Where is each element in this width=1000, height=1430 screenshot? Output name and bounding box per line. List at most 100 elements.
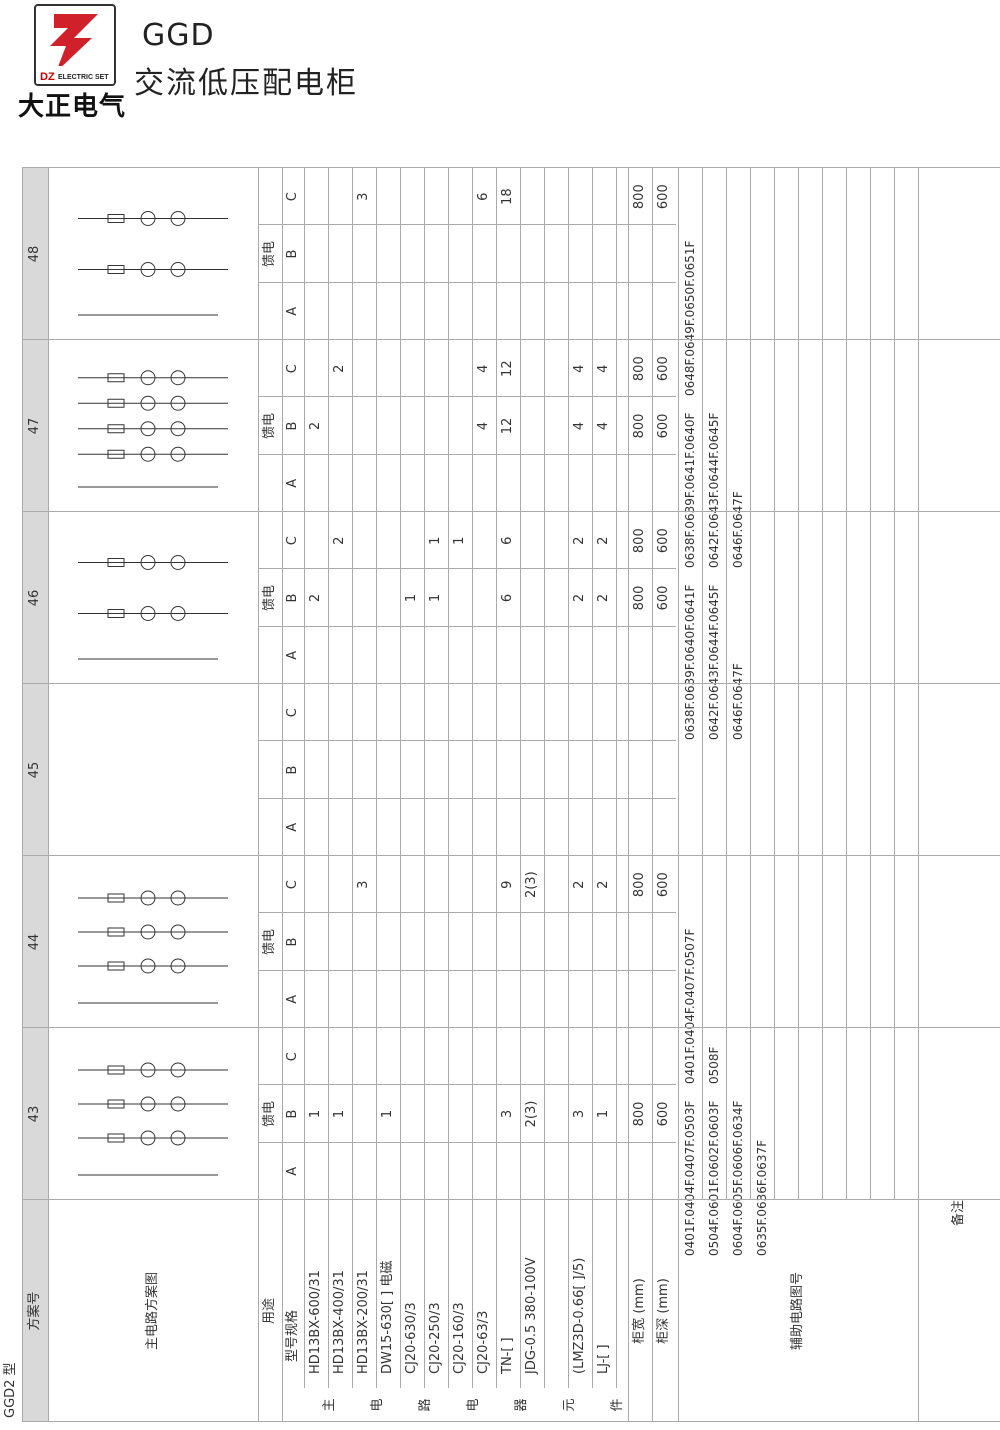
model-title: GGD	[142, 18, 215, 53]
component-count	[352, 512, 376, 569]
cabinet-depth	[652, 913, 676, 970]
grid-line	[702, 168, 703, 1200]
grid-line	[376, 168, 377, 1388]
component-count	[448, 569, 472, 626]
grid-line	[544, 168, 545, 1388]
cabinet-depth	[652, 627, 676, 684]
component-count	[328, 741, 352, 798]
component-count: 2	[572, 880, 587, 889]
component-count: 2	[572, 536, 587, 545]
component-count	[328, 225, 352, 282]
grid-line	[258, 1141, 676, 1143]
component-count	[544, 1028, 568, 1085]
sub-column-label: C	[285, 364, 300, 374]
component-count: 2	[596, 880, 611, 889]
component-count	[376, 225, 400, 282]
component-count	[352, 1085, 376, 1142]
component-count	[328, 684, 352, 741]
component-count	[448, 627, 472, 684]
cabinet-width	[628, 1143, 652, 1200]
grid-line	[22, 168, 23, 1422]
component-count: 1	[452, 536, 467, 545]
component-count: 3	[356, 192, 371, 201]
component-count	[496, 799, 520, 856]
cabinet-width: 800	[632, 356, 647, 382]
sub-column-label: A	[285, 306, 300, 316]
component-count	[304, 799, 328, 856]
component-count	[400, 856, 424, 913]
main-element-char: 路	[418, 1398, 433, 1412]
circuit-diagram-icon	[78, 370, 228, 488]
aux-circuit-code: 0508F	[707, 1046, 721, 1084]
component-count	[496, 627, 520, 684]
grid-line	[726, 168, 727, 1200]
grid-line	[22, 1421, 1000, 1422]
component-count	[544, 971, 568, 1028]
component-spec: HD13BX-600/31	[308, 1270, 323, 1374]
component-count: 3	[356, 880, 371, 889]
component-count	[544, 397, 568, 454]
component-count	[352, 684, 376, 741]
grid-line	[22, 167, 1000, 168]
component-count	[472, 225, 496, 282]
component-count	[376, 168, 400, 225]
component-count	[568, 283, 592, 340]
svg-text:ELECTRIC SET: ELECTRIC SET	[58, 74, 109, 81]
scheme-usage	[258, 684, 282, 856]
component-count	[424, 1028, 448, 1085]
component-count	[544, 913, 568, 970]
sub-column-label: C	[285, 1052, 300, 1062]
component-count	[472, 1028, 496, 1085]
grid-line	[22, 511, 1000, 512]
grid-line	[258, 912, 676, 914]
component-count	[424, 741, 448, 798]
component-count	[472, 1143, 496, 1200]
component-count: 4	[596, 421, 611, 431]
component-count	[592, 799, 616, 856]
grid-line	[894, 168, 895, 1200]
cabinet-depth	[652, 1143, 676, 1200]
component-count	[304, 455, 328, 512]
component-count	[496, 741, 520, 798]
component-spec: CJ20-250/3	[428, 1302, 443, 1374]
component-count	[472, 1085, 496, 1142]
component-count	[376, 627, 400, 684]
grid-line	[258, 625, 676, 627]
component-count	[520, 168, 544, 225]
main-element-char: 电	[466, 1398, 481, 1412]
component-count	[376, 856, 400, 913]
component-count	[376, 799, 400, 856]
component-count	[568, 971, 592, 1028]
component-count	[376, 1028, 400, 1085]
sub-column-label: B	[285, 593, 300, 603]
component-spec: CJ20-63/3	[476, 1310, 491, 1374]
component-count	[520, 569, 544, 626]
circuit-diagram-label: 主电路方案图	[145, 1272, 160, 1351]
component-spec: JDG-0.5 380-100V	[524, 1257, 539, 1374]
grid-line	[472, 168, 473, 1388]
aux-circuit-code: 0646F.0647F	[731, 491, 745, 568]
component-count	[328, 283, 352, 340]
component-count: 1	[332, 1109, 347, 1119]
component-count	[520, 397, 544, 454]
grid-line	[918, 168, 919, 1422]
component-count	[328, 1028, 352, 1085]
component-count	[448, 1143, 472, 1200]
component-count	[520, 627, 544, 684]
component-count	[520, 913, 544, 970]
component-count	[448, 913, 472, 970]
grid-line	[258, 396, 676, 398]
component-count	[352, 1143, 376, 1200]
product-title: 交流低压配电柜	[134, 66, 358, 101]
scheme-usage: 馈电	[262, 929, 277, 956]
component-count	[472, 684, 496, 741]
component-count	[400, 225, 424, 282]
grid-line	[568, 168, 569, 1388]
component-count	[520, 799, 544, 856]
grid-line	[678, 168, 679, 1422]
component-count	[328, 1143, 352, 1200]
component-count	[568, 1143, 592, 1200]
component-count	[304, 1028, 328, 1085]
component-count	[400, 799, 424, 856]
lightning-logo-icon: DZ ELECTRIC SET	[36, 14, 114, 84]
